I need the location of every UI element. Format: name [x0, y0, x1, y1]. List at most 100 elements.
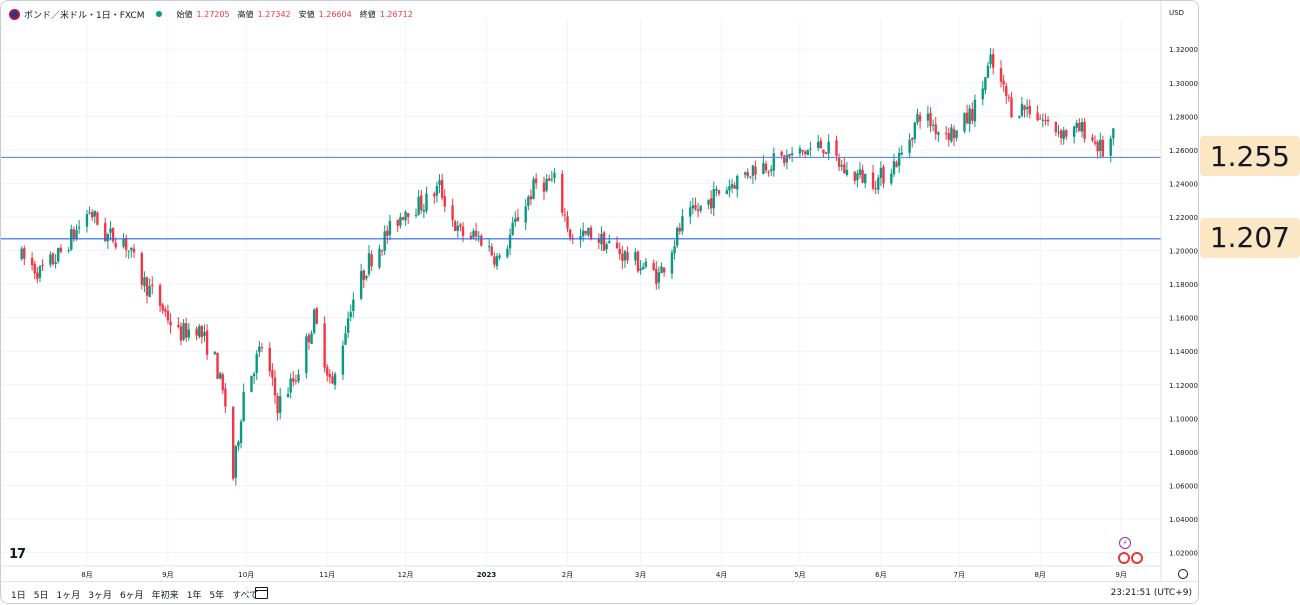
us-flag-icon[interactable] [1131, 552, 1143, 564]
open-value: 1.27205 [196, 9, 230, 19]
event-flags-icon[interactable] [1118, 552, 1146, 564]
candle-body [1083, 121, 1086, 139]
candle-body [955, 130, 958, 138]
candle-body [362, 270, 365, 281]
candle-body [944, 133, 948, 135]
candle-body [234, 446, 238, 478]
price-tick-label: 1.08000 [1169, 449, 1198, 457]
candle-body [534, 178, 538, 184]
candle-body [96, 212, 99, 225]
symbol-legend[interactable]: ポンド／米ドル・1日・FXCM 始値 1.27205 高値 1.27342 安値 1.… [9, 7, 413, 21]
time-tick-label: 4月 [716, 571, 727, 579]
high-label: 高値 [237, 9, 254, 19]
candle-body [346, 318, 350, 333]
candle-body [843, 164, 846, 174]
candle-body [788, 153, 791, 157]
candle-body [57, 247, 60, 262]
candle-body [104, 223, 107, 242]
candle-body [344, 333, 347, 345]
range-button-8[interactable]: すべて [232, 588, 258, 601]
time-tick-label: 9月 [162, 571, 173, 579]
candle-body [454, 221, 457, 232]
candle-body [579, 236, 582, 240]
candle-body [477, 236, 480, 238]
candle-body [425, 193, 428, 212]
candle-body [495, 256, 499, 266]
candle-body [694, 205, 697, 210]
candle-body [72, 229, 76, 239]
candle-body [824, 152, 828, 155]
range-button-2[interactable]: 1ヶ月 [56, 591, 81, 601]
candle-body [203, 332, 206, 336]
candle-body [991, 54, 995, 68]
candle-body [1046, 119, 1050, 122]
candle-body [1101, 139, 1105, 157]
candle-body [239, 421, 243, 443]
candle-body [297, 374, 300, 382]
candle-body [1112, 128, 1115, 139]
candle-body [54, 262, 57, 264]
candle-body [840, 165, 843, 167]
candle-body [845, 169, 849, 175]
range-button-4[interactable]: 6ヶ月 [119, 591, 144, 601]
price-tick-label: 1.10000 [1169, 415, 1198, 423]
candle-body [224, 388, 227, 407]
candle-body [367, 253, 371, 275]
candle-body [678, 227, 681, 232]
candle-body [681, 216, 684, 232]
range-button-0[interactable]: 1日 [11, 591, 26, 601]
us-flag-icon[interactable] [1118, 552, 1130, 564]
candle-body [33, 263, 36, 274]
annotation-1-255: 1.255 [1200, 136, 1300, 177]
candle-body [733, 185, 736, 189]
candle-body [563, 214, 567, 216]
calendar-icon[interactable] [255, 587, 268, 599]
range-button-6[interactable]: 1年 [186, 591, 202, 601]
candle-body [717, 190, 721, 194]
candle-body [349, 312, 352, 318]
price-tick-label: 1.20000 [1169, 248, 1198, 256]
candle-body [1018, 115, 1021, 118]
clock-readout[interactable]: 23:21:51 (UTC+9) [1110, 588, 1192, 598]
candle-body [93, 211, 96, 217]
candle-body [422, 210, 426, 212]
candle-body [882, 166, 885, 184]
candle-body [1072, 126, 1076, 137]
candle-body [472, 231, 475, 238]
tradingview-logo[interactable]: 17 [9, 547, 26, 562]
candle-body [250, 375, 253, 393]
time-tick-label: 2023 [477, 571, 497, 579]
price-tick-label: 1.24000 [1169, 180, 1198, 188]
range-button-1[interactable]: 5日 [33, 591, 49, 601]
candle-body [532, 179, 535, 200]
settings-gear-icon[interactable] [1178, 569, 1188, 579]
candle-body [644, 261, 648, 267]
range-button-7[interactable]: 5年 [209, 591, 225, 601]
candle-body [260, 347, 264, 349]
lightning-icon[interactable]: ⚡ [1119, 537, 1131, 549]
candle-body [581, 230, 585, 237]
candle-body [1039, 118, 1042, 120]
range-button-5[interactable]: 年初来 [151, 591, 179, 601]
candle-body [331, 376, 334, 384]
candle-body [783, 155, 786, 164]
candle-body [232, 406, 235, 479]
candle-body [23, 248, 26, 259]
candle-body [1057, 131, 1060, 133]
range-button-3[interactable]: 3ヶ月 [88, 591, 112, 601]
price-tick-label: 1.12000 [1169, 382, 1198, 390]
candle-body [85, 213, 89, 227]
candle-body [271, 370, 274, 378]
candle-body [615, 242, 619, 249]
candle-body [158, 285, 162, 306]
candle-body [639, 268, 642, 271]
price-tick-label: 1.16000 [1169, 315, 1198, 323]
symbol-title[interactable]: ポンド／米ドル・1日・FXCM [24, 10, 145, 21]
candle-body [506, 248, 509, 257]
candle-body [456, 225, 460, 231]
candle-body [950, 127, 953, 142]
price-tick-label: 1.22000 [1169, 214, 1198, 222]
candle-body [480, 235, 483, 246]
candle-body [88, 212, 91, 214]
